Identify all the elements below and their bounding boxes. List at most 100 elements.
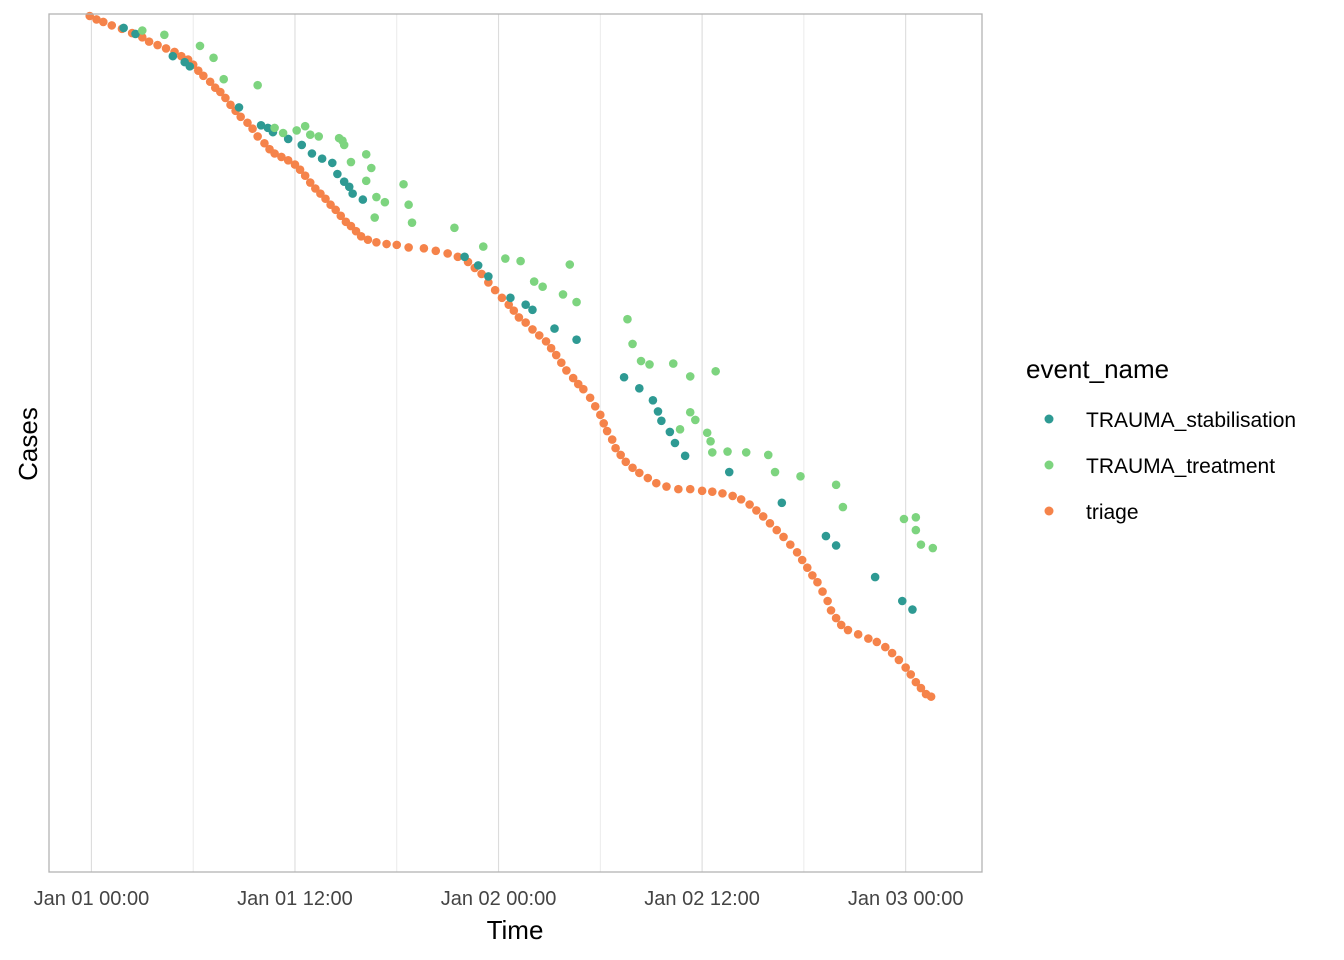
data-point [765,518,775,528]
data-point [506,293,515,303]
legend-key [1044,460,1054,470]
data-point [138,26,147,35]
data-point [514,313,524,322]
legend-title: event_name [1026,354,1169,384]
data-point [367,163,376,173]
data-point [336,211,346,221]
data-point [770,467,780,477]
data-point [636,356,646,366]
data-point [372,192,381,202]
data-point [529,277,539,286]
data-point [199,71,208,81]
data-point [579,384,588,394]
data-point [528,305,537,315]
data-point [706,436,715,446]
data-points [85,11,938,701]
data-point [256,121,266,130]
data-point [98,17,108,27]
data-point [870,572,880,582]
data-point [711,366,720,376]
data-point [665,427,675,437]
data-point [195,41,205,51]
data-point [697,486,707,496]
data-point [528,325,537,334]
data-point [623,314,632,324]
data-point [741,448,751,457]
data-point [305,178,315,187]
x-tick-label: Jan 01 00:00 [34,888,150,910]
data-point [928,543,938,553]
data-point [226,100,235,110]
data-point [392,240,402,250]
data-point [728,491,737,501]
data-point [831,480,841,490]
data-point [153,40,162,50]
data-point [911,677,921,687]
data-point [752,506,761,515]
data-point [648,396,658,405]
data-point [521,300,530,309]
data-point [872,637,882,647]
data-point [831,613,841,623]
data-point [509,306,519,315]
series-TRAUMA_stabilisation [119,23,917,614]
data-point [460,252,469,262]
data-point [635,384,644,393]
data-point [478,242,488,251]
legend-key [1044,414,1054,424]
data-point [572,297,581,307]
data-point [372,238,381,247]
data-point [253,80,262,90]
data-point [317,154,327,163]
data-point [327,158,337,168]
data-point [419,243,429,253]
data-point [131,29,140,39]
data-point [596,410,605,420]
data-point [216,87,225,97]
data-point [838,502,848,512]
data-point [590,401,600,411]
data-point [745,500,754,509]
data-point [407,218,417,227]
x-tick-label: Jan 01 12:00 [237,888,353,910]
data-point [300,121,310,131]
data-point [668,359,678,368]
data-point [297,140,307,150]
data-point [234,103,244,112]
data-point [572,335,581,344]
data-point [926,692,936,701]
data-point [853,629,863,639]
data-point [685,372,695,381]
data-point [887,648,897,658]
data-point [382,239,391,249]
data-point [643,473,653,483]
data-point [534,331,544,340]
data-point [521,318,530,327]
data-point [501,254,510,263]
data-point [253,132,262,141]
data-point [772,525,782,535]
data-point [616,450,625,460]
series-triage [85,11,936,701]
x-axis: Jan 01 00:00 Jan 01 12:00 Jan 02 00:00 Jan … [34,888,964,910]
data-point [662,482,671,491]
data-point [550,324,559,333]
data-point [477,269,486,279]
data-point [144,37,154,46]
data-point [270,149,279,158]
data-point [674,484,683,494]
data-point [908,605,917,614]
data-point [670,438,680,448]
data-point [248,124,257,134]
data-point [808,571,817,580]
data-point [836,620,846,630]
data-point [348,189,357,198]
data-point [138,33,147,42]
data-point [92,15,101,24]
data-point [558,290,568,299]
data-point [305,130,315,140]
grid [90,14,907,872]
data-point [607,435,617,444]
x-axis-title: Time [487,915,544,945]
data-point [585,393,595,403]
